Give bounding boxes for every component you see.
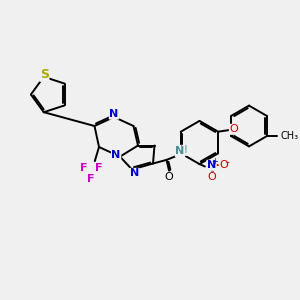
Text: N: N [176, 146, 184, 157]
Text: H: H [180, 145, 188, 155]
Text: +: + [212, 157, 218, 166]
Text: N: N [207, 160, 216, 170]
Text: O: O [230, 124, 238, 134]
Text: F: F [80, 163, 87, 173]
Text: -: - [226, 157, 230, 167]
Text: S: S [40, 68, 49, 81]
Text: F: F [87, 173, 95, 184]
Text: O: O [207, 172, 216, 182]
Text: O: O [219, 160, 228, 170]
Text: O: O [164, 172, 173, 182]
Text: N: N [112, 150, 121, 160]
Text: N: N [110, 109, 118, 119]
Text: CH₃: CH₃ [281, 130, 299, 141]
Text: F: F [95, 163, 102, 173]
Text: N: N [130, 168, 139, 178]
